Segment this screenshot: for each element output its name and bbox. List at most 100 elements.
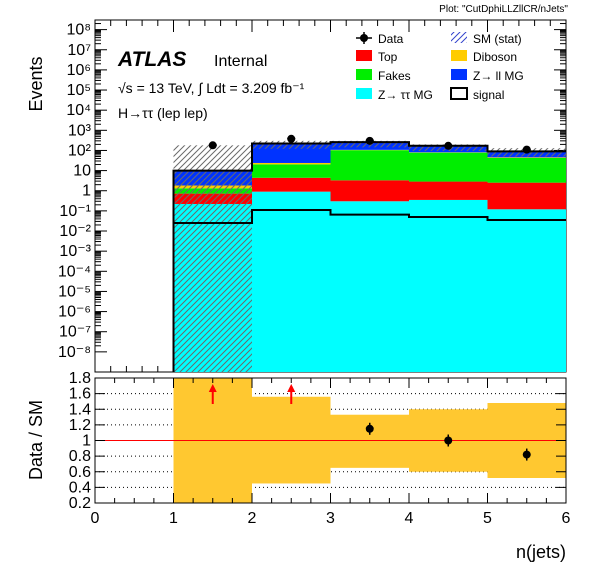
sm-stat-hatch — [252, 140, 331, 149]
plot-tag: Plot: "CutDphiLLZllCR/nJets" — [439, 4, 568, 15]
y-tick-label: 10⁻⁸ — [58, 344, 91, 361]
data-point — [287, 134, 296, 143]
y-axis-label: Events — [26, 56, 46, 111]
ratio-y-axis-label: Data / SM — [26, 400, 46, 480]
ratio-y-tick-label: 0.2 — [69, 495, 91, 512]
ratio-y-tick-label: 0.8 — [69, 448, 91, 465]
legend-label: signal — [473, 88, 504, 102]
legend-item-ztt: Z→ ττ MG — [356, 88, 433, 102]
ratio-y-tick-label: 1 — [82, 433, 91, 450]
ratio-panel: 0.20.40.60.811.21.41.61.80 1 2 3 4 5 6 — [69, 370, 571, 527]
legend-label: SM (stat) — [473, 32, 522, 46]
legend-item-data: Data — [356, 32, 404, 46]
ratio-y-tick-label: 1.8 — [69, 370, 91, 387]
bar-fakes — [487, 157, 566, 183]
ratio-point — [522, 450, 531, 459]
bar-ztt — [409, 199, 488, 372]
ratio-y-tick-label: 1.2 — [69, 417, 91, 434]
atlas-status: Internal — [214, 53, 267, 70]
bar-top — [252, 177, 331, 192]
y-tick-label: 10⁻² — [59, 223, 91, 240]
y-tick-label: 10⁶ — [67, 62, 91, 79]
legend-item-sm: SM (stat) — [451, 32, 522, 46]
ratio-point — [444, 436, 453, 445]
lumi-label: √s = 13 TeV, ∫ Ldt = 3.209 fb⁻¹ — [118, 80, 305, 96]
ratio-point — [365, 424, 374, 433]
ratio-y-tick-label: 1.6 — [69, 386, 91, 403]
bar-diboson — [252, 162, 331, 165]
data-point — [444, 141, 453, 150]
x-tick-label: 2 — [248, 510, 257, 527]
main-panel: 10⁻⁸ 10⁻⁷ 10⁻⁶ 10⁻⁵ 10⁻⁴ 10⁻³ 10⁻² 10⁻¹ 1 10 10² 10… — [58, 19, 567, 373]
bar-ztt — [330, 201, 409, 372]
y-tick-label: 10³ — [68, 122, 92, 139]
bar-ztt — [487, 209, 566, 372]
y-tick-label: 10⁻⁷ — [59, 324, 91, 341]
bar-top — [487, 182, 566, 210]
legend-swatch-top — [356, 50, 372, 61]
x-tick-label: 5 — [483, 510, 492, 527]
legend-swatch-fakes — [356, 69, 372, 80]
ratio-band — [330, 414, 409, 468]
legend-label: Top — [378, 50, 398, 64]
legend-label: Z→ ττ MG — [378, 88, 433, 102]
legend-item-signal: signal — [450, 87, 504, 102]
legend-swatch-zll — [451, 69, 467, 80]
legend: Data SM (stat) Top Diboson Fakes Z→ ll MG Z→ τ… — [356, 32, 524, 102]
x-tick-label: 3 — [326, 510, 335, 527]
y-tick-label: 10⁻⁶ — [58, 304, 91, 321]
y-tick-label: 10² — [68, 142, 92, 159]
legend-signal-swatch — [450, 87, 468, 100]
legend-item-zll: Z→ ll MG — [451, 69, 524, 83]
x-tick-label: 6 — [562, 510, 571, 527]
signal-line — [172, 209, 566, 372]
series-top — [173, 177, 566, 210]
bar-fakes — [252, 164, 331, 178]
y-tick-label: 10⁴ — [66, 102, 91, 119]
ratio-y-tick-label: 1.4 — [69, 401, 91, 418]
data-point — [522, 145, 531, 154]
y-tick-label: 10⁷ — [67, 42, 91, 59]
legend-label: Z→ ll MG — [473, 69, 524, 83]
y-tick-label: 10⁵ — [67, 82, 91, 99]
off-scale-arrowhead — [287, 384, 296, 392]
bar-diboson — [487, 157, 566, 158]
legend-swatch-ztt — [356, 88, 372, 99]
main-histogram — [172, 134, 566, 372]
x-tick-label: 4 — [405, 510, 414, 527]
sm-stat-hatch — [173, 145, 252, 372]
y-tick-label: 10⁻⁵ — [58, 283, 91, 300]
data-point — [365, 136, 374, 145]
legend-label: Diboson — [473, 50, 517, 64]
legend-item-diboson: Diboson — [451, 50, 517, 64]
y-tick-label: 10 — [73, 163, 91, 180]
y-tick-label: 10⁻¹ — [59, 203, 91, 220]
y-tick-label: 1 — [82, 183, 91, 200]
bar-fakes — [330, 150, 409, 181]
bar-fakes — [409, 152, 488, 182]
ratio-y-tick-label: 0.6 — [69, 464, 91, 481]
legend-item-fakes: Fakes — [356, 69, 411, 83]
y-tick-label: 10⁻⁴ — [58, 263, 91, 280]
legend-data-marker — [360, 34, 368, 42]
legend-sm-swatch — [451, 32, 467, 43]
y-tick-label: 10⁸ — [66, 22, 91, 39]
channel-label: H→ττ (lep lep) — [118, 105, 208, 121]
sm-total-line — [172, 141, 566, 372]
legend-label: Fakes — [378, 69, 411, 83]
bar-top — [330, 180, 409, 202]
data-point — [208, 141, 217, 150]
atlas-logo: ATLAS — [117, 48, 186, 71]
legend-label: Data — [378, 32, 404, 46]
x-tick-label: 1 — [169, 510, 178, 527]
x-tick-label: 0 — [91, 510, 100, 527]
legend-item-top: Top — [356, 50, 398, 64]
bar-ztt — [252, 191, 331, 372]
legend-swatch-diboson — [451, 50, 467, 61]
bar-top — [409, 181, 488, 200]
off-scale-arrowhead — [208, 384, 217, 392]
ratio-y-tick-label: 0.4 — [69, 479, 91, 496]
y-tick-label: 10⁻³ — [59, 243, 91, 260]
x-axis-label: n(jets) — [516, 542, 566, 562]
